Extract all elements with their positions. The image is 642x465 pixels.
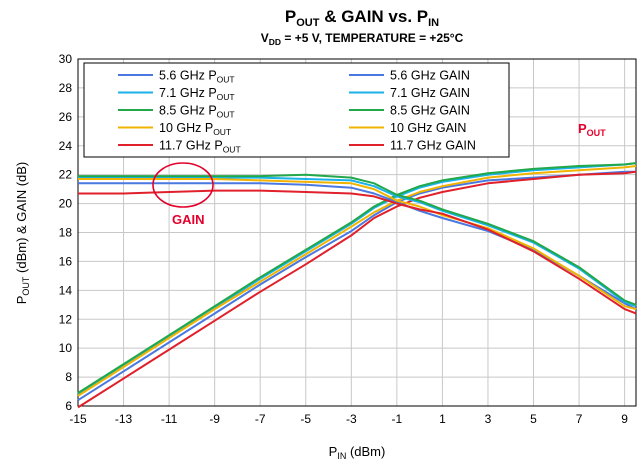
- x-tick-label: 7: [576, 412, 583, 426]
- series-line-7-1-ghz-pout: [77, 162, 637, 396]
- series-line-8-5-ghz-pout: [77, 162, 637, 394]
- legend-entry: 5.6 GHz POUT: [159, 69, 235, 85]
- chart-subtitle: VDD = +5 V, TEMPERATURE = +25°C: [261, 31, 464, 47]
- x-axis-label: PIN (dBm): [329, 444, 386, 461]
- legend-entry: 7.1 GHz GAIN: [390, 86, 470, 100]
- legend-entry: 11.7 GHz POUT: [159, 139, 241, 155]
- y-tick-label: 6: [65, 399, 72, 413]
- y-tick-label: 28: [59, 81, 73, 95]
- x-tick-label: 3: [485, 412, 492, 426]
- x-tick-label: 5: [530, 412, 537, 426]
- y-tick-label: 24: [59, 139, 73, 153]
- pout-annotation: POUT: [578, 121, 606, 138]
- x-tick-label: 1: [439, 412, 446, 426]
- series-line-5-6-ghz-pout: [77, 170, 636, 402]
- x-tick-label: -3: [346, 412, 357, 426]
- x-tick-label: -7: [255, 412, 266, 426]
- y-tick-labels: 6 8 10 12 14 16 18 20 22 24 26 28 30: [59, 52, 73, 413]
- y-tick-label: 14: [59, 283, 73, 297]
- x-tick-label: 9: [621, 412, 628, 426]
- y-tick-label: 26: [59, 110, 73, 124]
- y-tick-label: 12: [59, 312, 73, 326]
- x-tick-label: -9: [209, 412, 220, 426]
- legend-entry: 10 GHz GAIN: [390, 121, 466, 135]
- series-line-10-ghz-gain: [78, 178, 637, 311]
- series-line-8-5-ghz-gain: [78, 173, 637, 306]
- y-tick-label: 16: [59, 254, 73, 268]
- x-tick-label: -1: [392, 412, 403, 426]
- legend-entry: 8.5 GHz POUT: [159, 104, 235, 120]
- y-tick-label: 10: [59, 341, 73, 355]
- x-tick-label: -11: [161, 412, 178, 426]
- y-tick-label: 22: [59, 168, 73, 182]
- series-line-10-ghz-pout: [77, 165, 637, 397]
- legend-entry: 5.6 GHz GAIN: [390, 69, 470, 83]
- y-axis-label: POUT (dBm) & GAIN (dB): [14, 162, 31, 305]
- series-lines: [77, 162, 637, 409]
- series-line-11-7-ghz-pout: [77, 170, 637, 409]
- y-tick-label: 30: [59, 52, 73, 66]
- series-line-7-1-ghz-gain: [78, 176, 637, 308]
- plot-area-border: [77, 58, 637, 407]
- y-tick-label: 20: [59, 197, 73, 211]
- gain-highlight-ellipse: [152, 162, 214, 208]
- y-tick-label: 18: [59, 226, 73, 240]
- legend-entry: 10 GHz POUT: [159, 121, 231, 137]
- chart-title: POUT & GAIN vs. PIN: [285, 7, 439, 29]
- gain-annotation: GAIN: [172, 212, 205, 227]
- legend-entry: 7.1 GHz POUT: [159, 86, 235, 102]
- x-tick-label: -5: [300, 412, 311, 426]
- series-line-11-7-ghz-gain: [78, 189, 637, 315]
- y-tick-label: 8: [65, 370, 72, 384]
- legend-entry: 8.5 GHz GAIN: [390, 104, 470, 118]
- x-tick-label: -15: [69, 412, 87, 426]
- legend-box: [83, 62, 510, 158]
- legend-entry: 11.7 GHz GAIN: [390, 139, 476, 153]
- x-tick-labels: -15 -13 -11 -9 -7 -5 -3 -1 1 3 5 7 9: [69, 412, 628, 426]
- x-tick-label: -13: [115, 412, 133, 426]
